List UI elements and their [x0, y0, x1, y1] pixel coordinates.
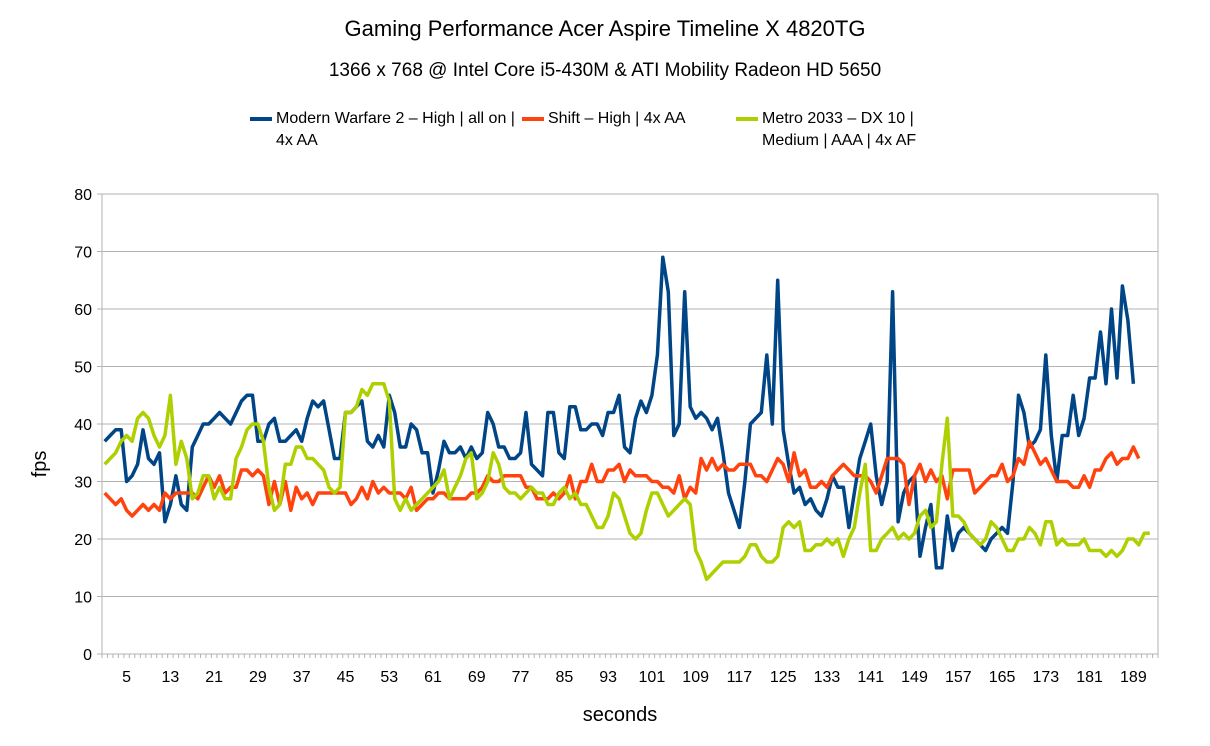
x-tick-label: 133 [814, 669, 841, 686]
y-tick-label: 80 [74, 187, 92, 204]
y-tick-label: 30 [74, 475, 92, 492]
x-tick-label: 125 [770, 669, 797, 686]
x-tick-label: 5 [122, 669, 131, 686]
x-tick-label: 181 [1076, 669, 1103, 686]
y-axis: 0 10 20 30 40 50 60 70 80 [74, 187, 102, 664]
series-line-shift [103, 439, 1141, 518]
y-tick-label: 40 [74, 417, 92, 434]
y-tick-label: 60 [74, 302, 92, 319]
legend-label-shift: Shift – High | 4x AA [548, 110, 686, 127]
x-tick-label: 29 [249, 669, 267, 686]
x-axis: 5 13 21 29 37 45 53 61 69 77 85 93 101 109 117 125 133 14… [101, 654, 1159, 686]
x-tick-label: 13 [161, 669, 179, 686]
x-tick-label: 157 [945, 669, 972, 686]
x-tick-label: 37 [293, 669, 311, 686]
chart-title: Gaming Performance Acer Aspire Timeline … [344, 16, 866, 41]
y-tick-label: 70 [74, 245, 92, 262]
legend-item-mw2: Modern Warfare 2 – High | all on | 4x AA [250, 108, 515, 152]
x-tick-label: 101 [639, 669, 666, 686]
legend-swatch-mw2 [250, 117, 272, 121]
x-tick-label: 21 [205, 669, 223, 686]
series-lines [103, 255, 1150, 582]
x-tick-label: 45 [337, 669, 355, 686]
x-tick-label: 149 [901, 669, 928, 686]
series-line-modern-warfare-2 [103, 255, 1136, 570]
legend-label-mw2: Modern Warfare 2 – High | all on | 4x AA [276, 110, 515, 149]
x-tick-label: 53 [380, 669, 398, 686]
legend-swatch-shift [522, 117, 544, 121]
x-tick-label: 69 [468, 669, 486, 686]
gridlines [101, 193, 1159, 655]
x-tick-label: 61 [424, 669, 442, 686]
x-tick-label: 173 [1032, 669, 1059, 686]
legend-swatch-metro [736, 117, 758, 121]
chart-subtitle: 1366 x 768 @ Intel Core i5-430M & ATI Mo… [328, 60, 882, 81]
x-tick-label: 109 [682, 669, 709, 686]
x-tick-label: 165 [989, 669, 1016, 686]
legend-label-metro: Metro 2033 – DX 10 | Medium | AAA | 4x A… [762, 110, 917, 149]
x-tick-label: 85 [555, 669, 573, 686]
x-tick-label: 189 [1120, 669, 1147, 686]
y-tick-label: 0 [83, 647, 92, 664]
legend-item-metro: Metro 2033 – DX 10 | Medium | AAA | 4x A… [736, 108, 956, 152]
x-tick-label: 117 [727, 669, 753, 686]
y-tick-label: 20 [74, 532, 92, 549]
x-tick-label: 77 [512, 669, 530, 686]
y-tick-label: 10 [74, 590, 92, 607]
x-tick-label: 93 [599, 669, 617, 686]
legend-item-shift: Shift – High | 4x AA [522, 108, 742, 130]
x-axis-title: seconds [583, 704, 658, 726]
legend: Modern Warfare 2 – High | all on | 4x AA… [250, 108, 970, 158]
y-axis-title: fps [29, 451, 51, 478]
x-tick-label: 141 [857, 669, 884, 686]
series-line-metro-2033 [103, 382, 1150, 582]
y-tick-label: 50 [74, 360, 92, 377]
